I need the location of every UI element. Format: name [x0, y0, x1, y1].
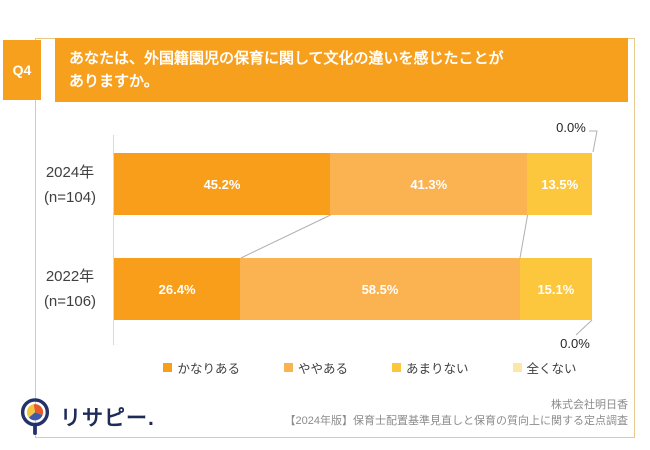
legend-swatch-icon	[163, 362, 173, 372]
legend-item-kanari-aru: かなりある	[163, 358, 240, 377]
bar-2024-segment-yaya-aru: 41.3%	[330, 153, 528, 215]
question-box: あなたは、外国籍園児の保育に関して文化の違いを感じたことが ありますか。	[55, 38, 628, 102]
y-axis-line	[113, 135, 114, 345]
magnifier-pie-logo-icon	[20, 398, 50, 436]
bar-2022-segment-kanari-aru: 26.4%	[114, 258, 241, 320]
bar-2024-value-kanari-aru: 45.2%	[203, 176, 241, 192]
legend-label: 全くない	[526, 361, 577, 376]
bar-2022-segment-yaya-aru: 58.5%	[240, 258, 520, 320]
question-number-label: Q4	[12, 62, 32, 78]
question-number-badge: Q4	[3, 40, 41, 100]
bar-2022-value-kanari-aru: 26.4%	[158, 281, 196, 297]
category-year-2024: 2024年	[45, 164, 95, 181]
legend-swatch-icon	[283, 362, 293, 372]
stacked-bar-2024: 45.2% 41.3% 13.5%	[114, 153, 592, 215]
legend-item-mattaku-nai: 全くない	[512, 358, 577, 377]
zero-value-label-2024: 0.0%	[556, 120, 586, 135]
question-text-line2: ありますか。	[69, 73, 159, 90]
credit-company: 株式会社明日香	[551, 399, 628, 411]
legend-item-yaya-aru: ややある	[283, 358, 348, 377]
bar-2022-value-amari-nai: 15.1%	[537, 281, 575, 297]
credit-survey-title: 【2024年版】保育士配置基準見直しと保育の質向上に関する定点調査	[284, 415, 628, 427]
survey-credit: 株式会社明日香 【2024年版】保育士配置基準見直しと保育の質向上に関する定点調…	[285, 397, 628, 429]
resapy-logo: リサピー.	[16, 395, 155, 439]
bar-2024-value-yaya-aru: 41.3%	[410, 176, 448, 192]
bar-2024-segment-kanari-aru: 45.2%	[114, 153, 331, 215]
legend-label: かなりある	[177, 361, 240, 376]
bar-2022-segment-amari-nai: 15.1%	[519, 258, 592, 320]
logo-wordmark: リサピー.	[60, 407, 155, 430]
bar-2024-segment-amari-nai: 13.5%	[527, 153, 592, 215]
category-n-2022: (n=106)	[43, 293, 97, 310]
bar-2024-value-amari-nai: 13.5%	[541, 176, 579, 192]
chart-legend: かなりある ややある あまりない 全くない	[114, 358, 626, 376]
legend-label: あまりない	[406, 361, 469, 376]
category-label-2024: 2024年 (n=104)	[33, 160, 107, 210]
legend-swatch-icon	[512, 362, 522, 372]
category-label-2022: 2022年 (n=106)	[33, 264, 107, 314]
zero-value-label-2022: 0.0%	[560, 336, 590, 351]
question-text-line1: あなたは、外国籍園児の保育に関して文化の違いを感じたことが	[69, 50, 504, 67]
bar-2022-value-yaya-aru: 58.5%	[361, 281, 399, 297]
legend-item-amari-nai: あまりない	[392, 358, 469, 377]
legend-label: ややある	[297, 361, 348, 376]
category-year-2022: 2022年	[45, 268, 95, 285]
category-n-2024: (n=104)	[43, 189, 97, 206]
stacked-bar-2022: 26.4% 58.5% 15.1%	[114, 258, 592, 320]
legend-swatch-icon	[392, 362, 401, 372]
